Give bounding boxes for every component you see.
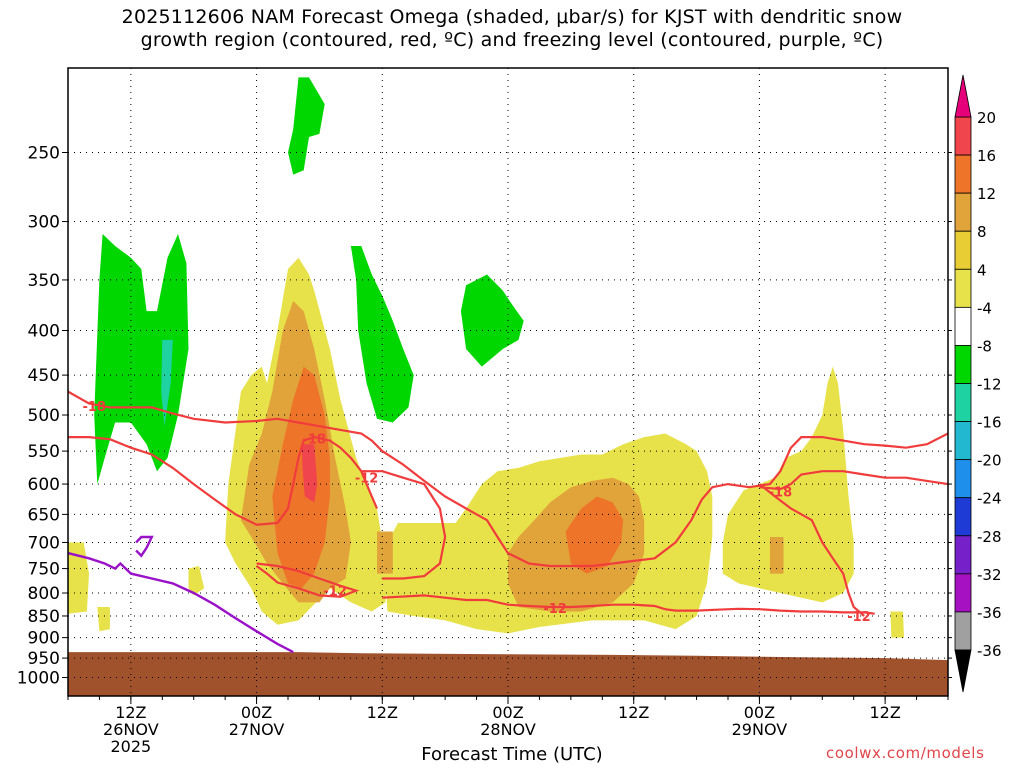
omega-region-18 — [301, 444, 318, 503]
plot-area: -18-18-12-12-12-18-12 — [68, 68, 948, 696]
omega-region-1 — [161, 339, 173, 427]
x-tick-label-42-2: 28NOV — [480, 720, 536, 739]
omega-region-0 — [94, 234, 189, 485]
x-tick-label-66-1: 00Z — [744, 703, 775, 722]
dgz-contour-1 — [68, 435, 379, 526]
x-tick-label-6-3: 2025 — [110, 737, 151, 756]
y-tick-label-400: 400 — [28, 322, 60, 342]
colorbar-bottom-arrow — [954, 649, 972, 693]
colorbar-swatch-11 — [954, 535, 972, 575]
dgz-label-3: -12 — [323, 585, 347, 600]
omega-region-14 — [377, 531, 393, 574]
colorbar-swatch-13 — [954, 611, 972, 651]
x-tick-label-42-1: 00Z — [492, 703, 523, 722]
y-tick-label-1000: 1000 — [17, 669, 60, 689]
x-tick-label-78-1: 12Z — [869, 703, 900, 722]
colorbar-swatch-8 — [954, 421, 972, 461]
y-tick-label-900: 900 — [28, 629, 60, 649]
colorbar-label-4: 4 — [977, 261, 987, 279]
dgz-label-4: -12 — [543, 602, 567, 617]
dgz-contour-3 — [255, 562, 360, 598]
x-tick-label-54-1: 12Z — [618, 703, 649, 722]
dgz-label-2: -12 — [355, 472, 379, 487]
x-tick-label-66-2: 29NOV — [732, 720, 788, 739]
dgz-contour-2 — [361, 470, 447, 580]
x-tick-label-30-1: 12Z — [367, 703, 398, 722]
colorbar-swatch-0 — [954, 116, 972, 156]
y-tick-label-250: 250 — [28, 144, 60, 164]
watermark: coolwx.com/models — [826, 744, 985, 762]
y-tick-label-800: 800 — [28, 584, 60, 604]
omega-region-17 — [565, 496, 624, 574]
y-tick-label-550: 550 — [28, 442, 60, 462]
title-line-2: growth region (contoured, red, ºC) and f… — [140, 29, 884, 51]
colorbar-label-9: -20 — [977, 452, 1002, 470]
colorbar-label-1: 16 — [977, 147, 996, 165]
chart-title: 2025112606 NAM Forecast Omega (shaded, μ… — [0, 6, 1024, 52]
colorbar-top-arrow — [954, 74, 972, 118]
colorbar-label-2: 12 — [977, 185, 996, 203]
title-line-1: 2025112606 NAM Forecast Omega (shaded, μ… — [121, 6, 903, 28]
colorbar-label-6: -8 — [977, 337, 992, 355]
dgz-contour-6 — [758, 483, 865, 617]
y-tick-label-700: 700 — [28, 533, 60, 553]
omega-region-3 — [350, 246, 414, 423]
omega-region-10 — [188, 566, 205, 596]
y-tick-label-950: 950 — [28, 649, 60, 669]
x-tick-label-6-1: 12Z — [115, 703, 146, 722]
y-tick-label-750: 750 — [28, 560, 60, 580]
y-tick-label-850: 850 — [28, 607, 60, 627]
y-tick-label-600: 600 — [28, 475, 60, 495]
y-tick-label-450: 450 — [28, 366, 60, 386]
colorbar-label-10: -24 — [977, 490, 1002, 508]
dgz-contour-5 — [759, 470, 948, 491]
colorbar-label-5: -4 — [977, 299, 992, 317]
colorbar-label-last: -36 — [977, 642, 1002, 660]
colorbar-swatch-10 — [954, 497, 972, 537]
freezing-contour-0 — [68, 551, 294, 654]
y-tick-label-350: 350 — [28, 271, 60, 291]
omega-region-2 — [288, 77, 325, 175]
colorbar-label-11: -28 — [977, 528, 1002, 546]
freezing-contour-1 — [135, 535, 154, 558]
omega-region-11 — [890, 611, 904, 638]
x-tick-label-6-2: 26NOV — [103, 720, 159, 739]
colorbar-swatch-2 — [954, 192, 972, 232]
colorbar-swatch-9 — [954, 459, 972, 499]
dgz-contour-0 — [68, 390, 948, 568]
y-tick-label-650: 650 — [28, 505, 60, 525]
colorbar-swatch-4 — [954, 268, 972, 308]
colorbar-swatch-3 — [954, 230, 972, 270]
colorbar-swatch-5 — [954, 306, 972, 346]
colorbar-swatch-1 — [954, 154, 972, 194]
colorbar-label-7: -12 — [977, 376, 1002, 394]
x-tick-label-18-1: 00Z — [241, 703, 272, 722]
omega-region-15 — [769, 537, 784, 574]
colorbar-label-3: 8 — [977, 223, 987, 241]
omega-region-9 — [97, 607, 110, 632]
dgz-label-0: -18 — [82, 400, 106, 415]
y-tick-label-300: 300 — [28, 213, 60, 233]
dgz-contour-4 — [382, 594, 875, 615]
dgz-label-6: -12 — [847, 610, 871, 625]
omega-region-8 — [68, 542, 89, 614]
colorbar-label-8: -16 — [977, 414, 1002, 432]
colorbar-swatch-7 — [954, 383, 972, 422]
colorbar-label-12: -32 — [977, 566, 1002, 584]
y-tick-label-500: 500 — [28, 406, 60, 426]
colorbar-label-0: 20 — [977, 109, 996, 127]
x-tick-label-18-2: 27NOV — [229, 720, 285, 739]
colorbar-label-13: -36 — [977, 604, 1002, 622]
omega-region-4 — [460, 274, 524, 367]
dgz-label-1: -18 — [302, 433, 326, 448]
colorbar-swatch-12 — [954, 573, 972, 613]
colorbar-swatch-6 — [954, 345, 972, 384]
x-axis-label: Forecast Time (UTC) — [421, 744, 603, 765]
omega-region-16 — [272, 366, 330, 589]
